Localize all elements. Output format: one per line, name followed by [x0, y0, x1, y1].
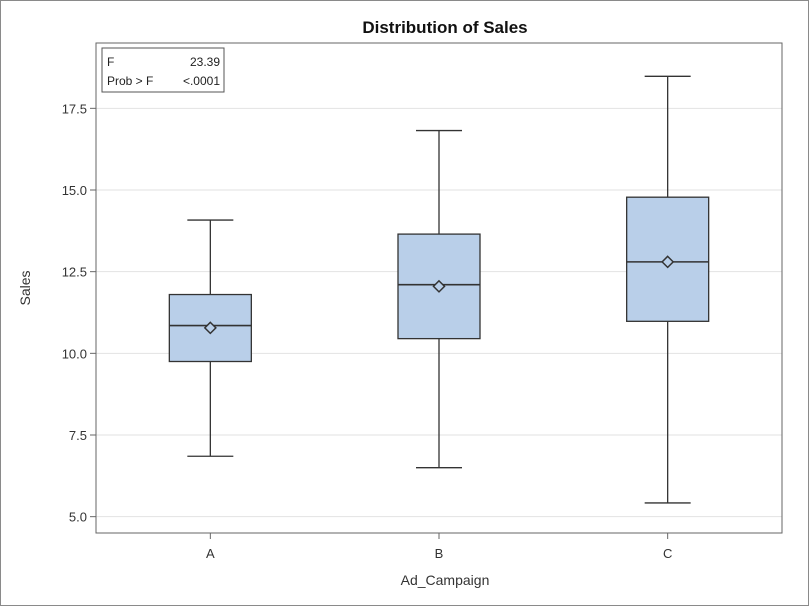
- y-axis: 5.0 7.5 10.0 12.5 15.0 17.5: [62, 101, 96, 525]
- stats-inset: F 23.39 Prob > F <.0001: [101, 47, 225, 93]
- y-tick-label: 5.0: [69, 510, 87, 525]
- stats-label-f: F: [107, 55, 114, 69]
- y-tick-label: 10.0: [62, 346, 87, 361]
- y-tick-label: 12.5: [62, 265, 87, 280]
- x-tick-label: A: [206, 546, 215, 561]
- boxes: [168, 75, 710, 504]
- y-axis-label: Sales: [17, 270, 33, 305]
- y-tick-label: 17.5: [62, 101, 87, 116]
- mean-marker: [432, 279, 446, 293]
- chart-title: Distribution of Sales: [362, 18, 527, 37]
- box-a: [168, 219, 252, 457]
- mean-marker: [203, 321, 217, 335]
- stats-value-prob: <.0001: [183, 74, 220, 88]
- mean-marker: [661, 255, 675, 269]
- x-axis-label: Ad_Campaign: [401, 572, 490, 588]
- y-tick-label: 7.5: [69, 428, 87, 443]
- x-tick-label: B: [435, 546, 444, 561]
- y-tick-label: 15.0: [62, 183, 87, 198]
- x-tick-label: C: [663, 546, 672, 561]
- box-b: [397, 129, 481, 469]
- stats-value-f: 23.39: [190, 55, 220, 69]
- stats-label-prob: Prob > F: [107, 74, 153, 88]
- box-c: [626, 75, 710, 504]
- stats-inset-box: [101, 47, 225, 93]
- x-axis: A B C: [206, 533, 672, 561]
